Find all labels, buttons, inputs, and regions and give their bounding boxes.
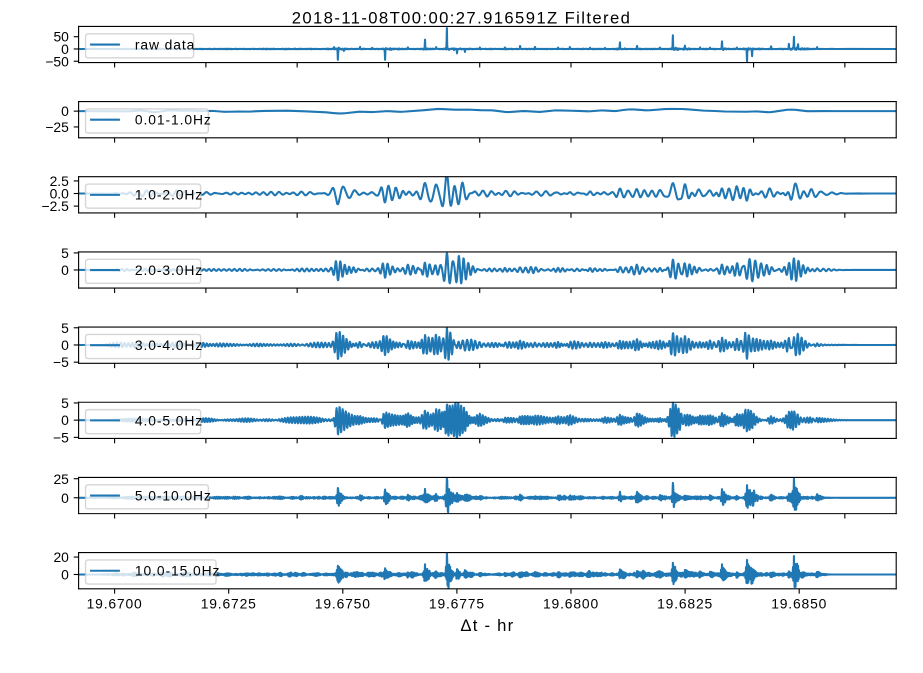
svg-text:19.6775: 19.6775	[429, 596, 485, 612]
svg-text:0: 0	[61, 262, 69, 278]
svg-text:2018-11-08T00:00:27.916591Z Fi: 2018-11-08T00:00:27.916591Z Filtered	[292, 9, 632, 28]
svg-text:1.0-2.0Hz: 1.0-2.0Hz	[135, 187, 203, 203]
svg-text:5: 5	[61, 245, 69, 261]
svg-text:2.5: 2.5	[50, 173, 70, 189]
svg-text:0: 0	[61, 490, 69, 506]
svg-text:0: 0	[61, 41, 69, 57]
svg-text:5: 5	[61, 395, 69, 411]
svg-text:19.6850: 19.6850	[771, 596, 827, 612]
svg-text:4.0-5.0Hz: 4.0-5.0Hz	[135, 412, 203, 428]
svg-text:20: 20	[53, 549, 69, 565]
svg-text:10.0-15.0Hz: 10.0-15.0Hz	[135, 563, 221, 579]
svg-text:raw data: raw data	[135, 36, 195, 52]
svg-text:−25: −25	[45, 119, 69, 135]
svg-text:0.0: 0.0	[50, 186, 70, 202]
svg-text:50: 50	[53, 29, 69, 45]
svg-text:19.6700: 19.6700	[87, 596, 143, 612]
svg-text:0: 0	[61, 337, 69, 353]
svg-text:0: 0	[61, 412, 69, 428]
svg-text:2.0-3.0Hz: 2.0-3.0Hz	[135, 262, 203, 278]
svg-text:0.01-1.0Hz: 0.01-1.0Hz	[135, 112, 212, 128]
svg-text:19.6750: 19.6750	[315, 596, 371, 612]
svg-text:19.6725: 19.6725	[201, 596, 257, 612]
svg-text:−2.5: −2.5	[41, 198, 69, 214]
svg-text:19.6825: 19.6825	[657, 596, 713, 612]
svg-text:−50: −50	[45, 53, 69, 69]
svg-text:3.0-4.0Hz: 3.0-4.0Hz	[135, 337, 203, 353]
svg-text:19.6800: 19.6800	[543, 596, 599, 612]
svg-text:25: 25	[53, 471, 69, 487]
svg-text:Δt - hr: Δt - hr	[460, 616, 514, 635]
svg-text:−5: −5	[53, 354, 69, 370]
svg-text:5: 5	[61, 320, 69, 336]
svg-text:−5: −5	[53, 429, 69, 445]
svg-text:5.0-10.0Hz: 5.0-10.0Hz	[135, 487, 212, 503]
svg-text:0: 0	[61, 103, 69, 119]
svg-text:0: 0	[61, 567, 69, 583]
